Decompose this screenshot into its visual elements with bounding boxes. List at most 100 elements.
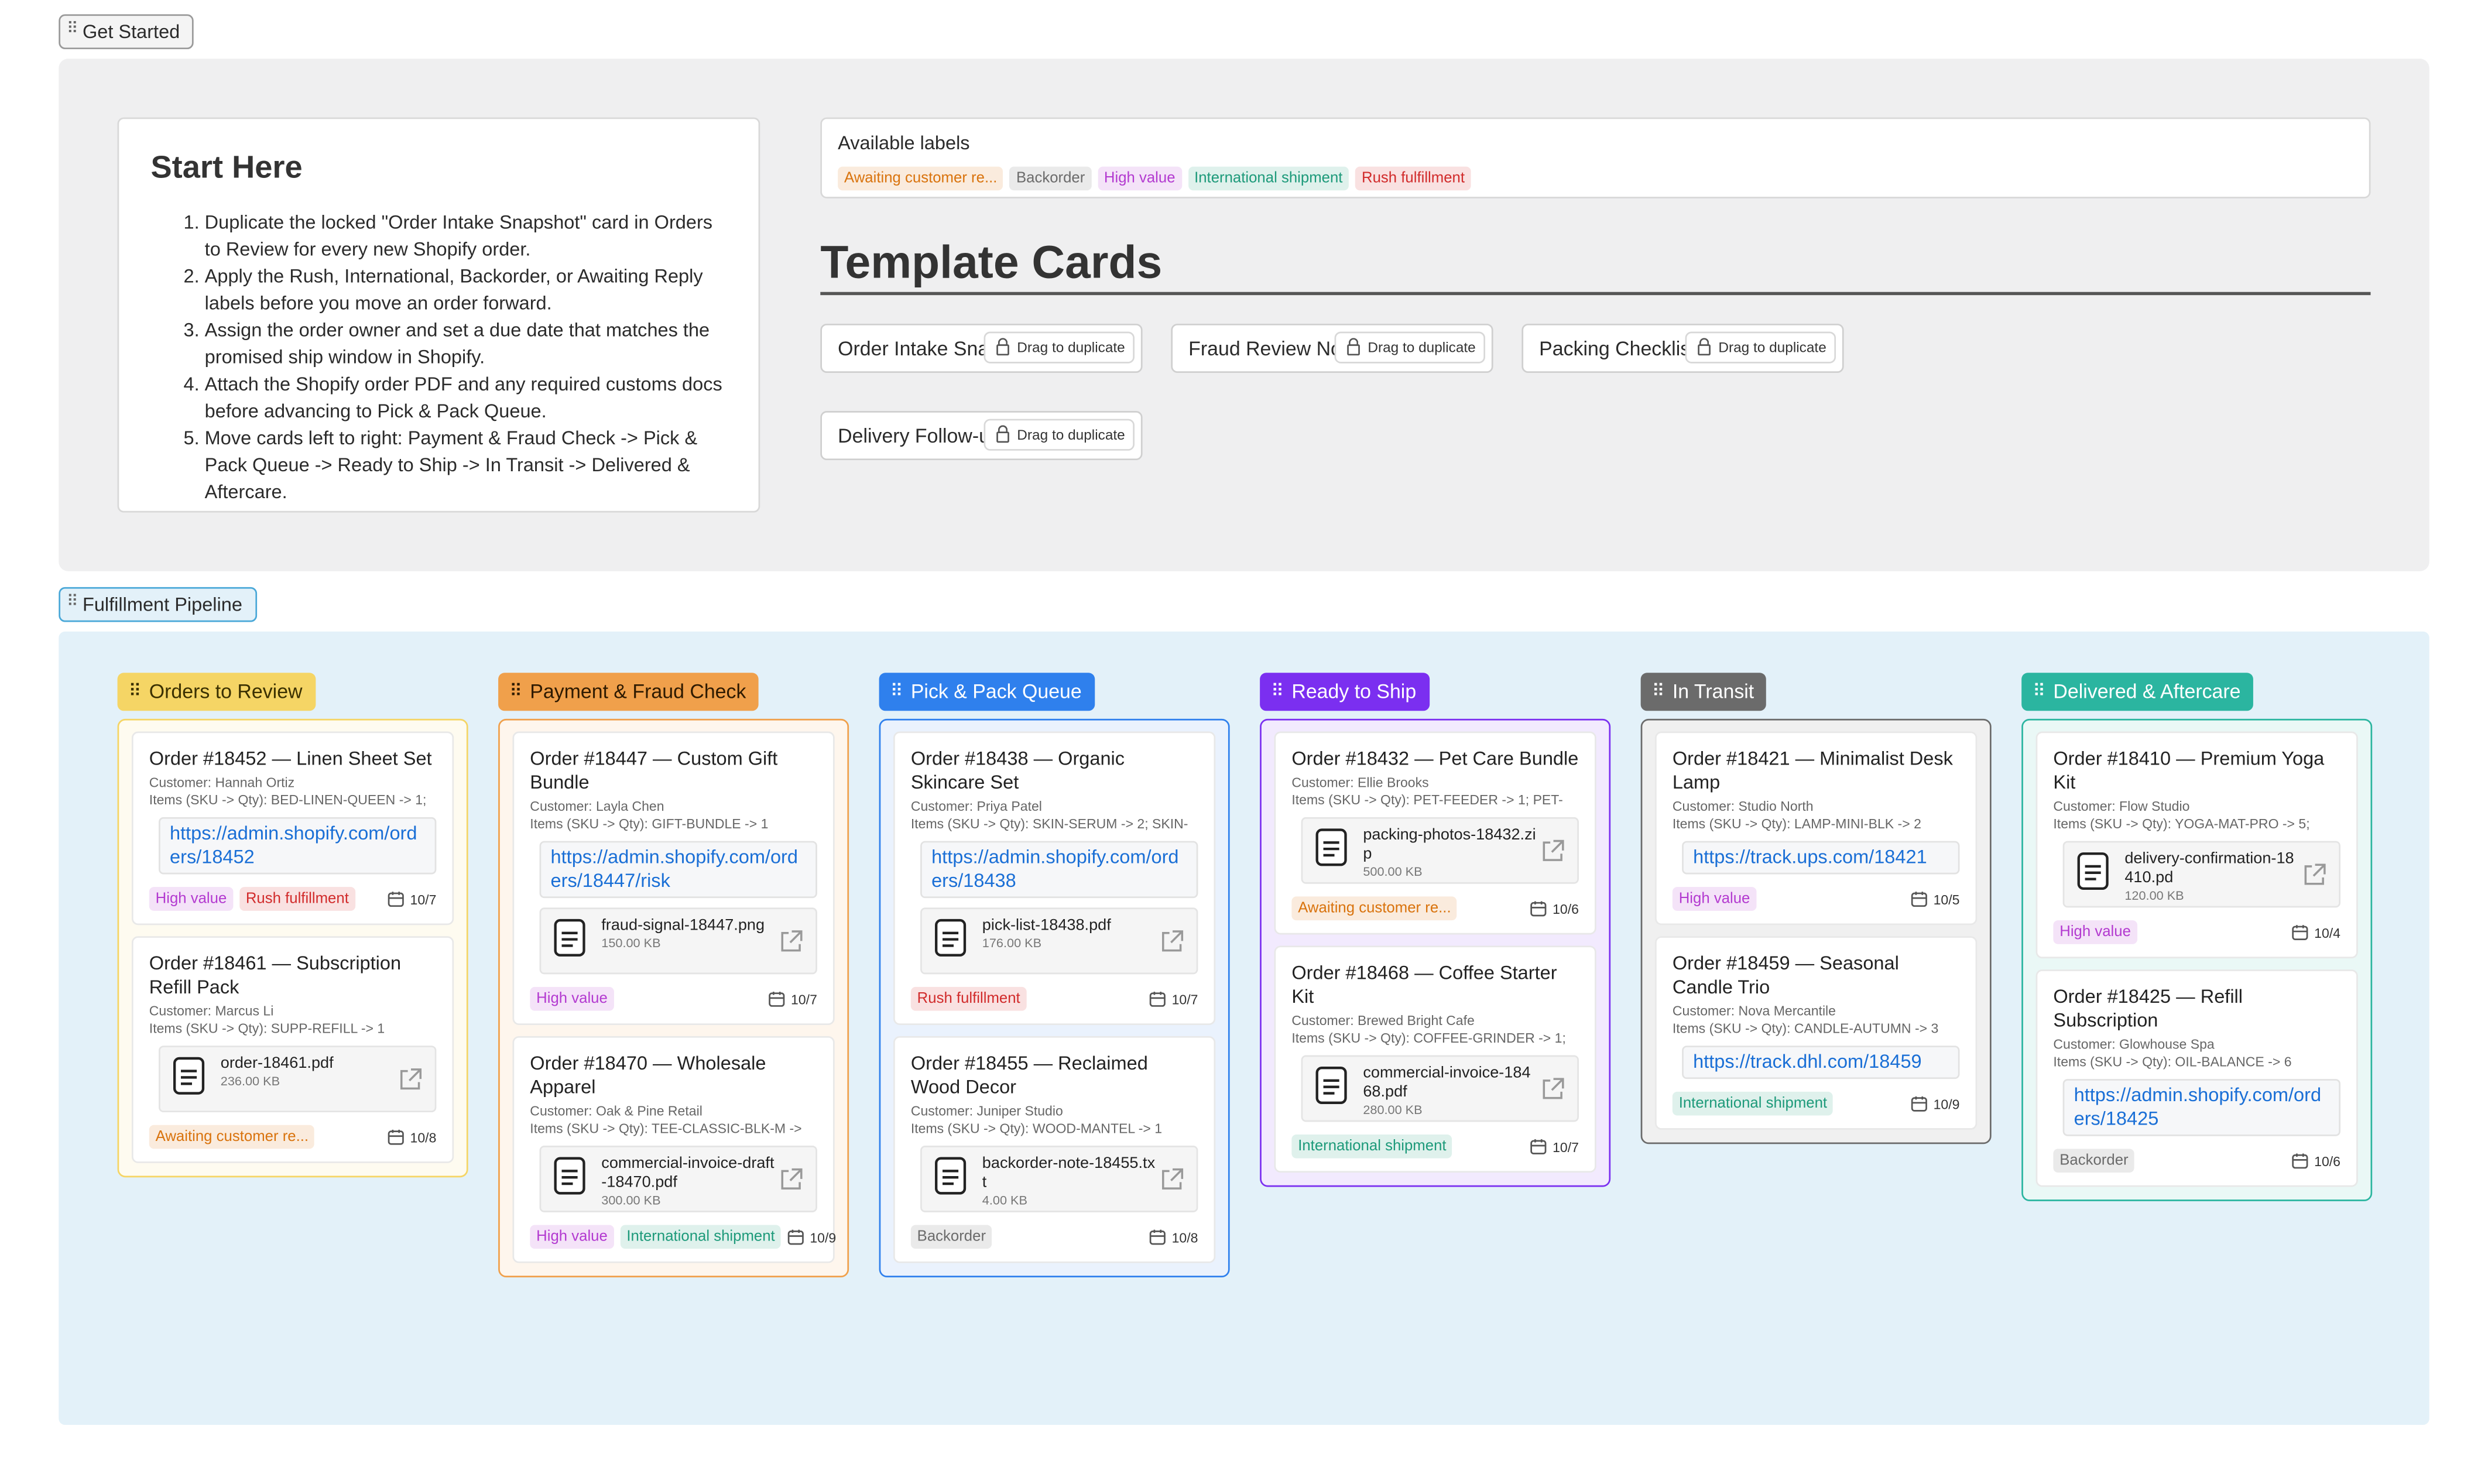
customer: Customer: Glowhouse Spa	[2053, 1036, 2215, 1053]
icon	[2292, 1153, 2309, 1169]
template-card[interactable]: Packing Checklis Drag to duplicate	[1521, 323, 1844, 373]
label-chip[interactable]: Rush fulfillment	[910, 986, 1027, 1011]
due-date[interactable]: 10/5	[1911, 890, 1959, 908]
due-date[interactable]: 10/7	[769, 990, 817, 1007]
card-title: Order #18461 — Subscription Refill Pack	[149, 952, 402, 998]
due-date[interactable]: 10/6	[1530, 900, 1579, 917]
column-header[interactable]: Delivered & Aftercare	[2021, 673, 2254, 711]
drag-badge[interactable]: Drag to duplicate	[1334, 331, 1486, 364]
attachment[interactable]: commercial-invoice-draft-18470.pdf 300.00…	[539, 1145, 817, 1212]
order-card[interactable]: Order #18421 — Minimalist Desk Lamp Custo…	[1655, 731, 1978, 926]
order-link[interactable]: https://admin.shopify.com/orders/18452	[159, 817, 437, 875]
attachment[interactable]: commercial-invoice-18468.pdf 280.00 KB	[1301, 1055, 1579, 1122]
icon	[1543, 839, 1564, 861]
file-name: delivery-confirmation-18410.pd	[2124, 850, 2294, 887]
file-name: commercial-invoice-18468.pdf	[1363, 1064, 1531, 1102]
order-card[interactable]: Order #18432 — Pet Care Bundle Customer: …	[1274, 731, 1596, 935]
order-link[interactable]: https://track.ups.com/18421	[1682, 841, 1960, 875]
label-chip[interactable]: Awaiting customer re...	[149, 1125, 315, 1149]
label-chip[interactable]: High value	[1098, 166, 1182, 191]
label-chip[interactable]: High value	[530, 986, 614, 1011]
step: Duplicate the locked "Order Intake Snaps…	[205, 210, 727, 263]
order-card[interactable]: Order #18425 — Refill Subscription Custom…	[2035, 969, 2358, 1187]
labels-row: Awaiting customer re... Backorder High val…	[838, 162, 2353, 191]
order-link[interactable]: https://admin.shopify.com/orders/18438	[920, 841, 1198, 899]
icon	[781, 930, 803, 952]
column-header[interactable]: Payment & Fraud Check	[498, 673, 759, 711]
drag-badge[interactable]: Drag to duplicate	[983, 419, 1135, 451]
card-title: Order #18468 — Coffee Starter Kit	[1291, 961, 1557, 1008]
template-card-title: Order Intake Sna	[838, 338, 989, 361]
order-card[interactable]: Order #18410 — Premium Yoga Kit Customer:…	[2035, 731, 2358, 959]
due-date[interactable]: 10/9	[787, 1228, 836, 1246]
items: Items (SKU -> Qty): BED-LINEN-QUEEN -> 1…	[149, 791, 427, 808]
label-chip[interactable]: Backorder	[2053, 1149, 2135, 1173]
label-chip[interactable]: Awaiting customer re...	[1291, 896, 1458, 921]
label-chip[interactable]: International shipment	[1188, 166, 1349, 191]
icon	[400, 1068, 422, 1090]
drag-badge[interactable]: Drag to duplicate	[1685, 331, 1836, 364]
due-date[interactable]: 10/4	[2292, 924, 2340, 941]
label-chip[interactable]: Rush fulfillment	[1355, 166, 1471, 191]
label-chip[interactable]: High value	[2053, 920, 2137, 944]
section-tag[interactable]: Fulfillment Pipeline	[59, 587, 257, 622]
order-card[interactable]: Order #18455 — Reclaimed Wood Decor Custo…	[893, 1036, 1216, 1263]
label-chip[interactable]: Backorder	[910, 1225, 992, 1249]
label-chip[interactable]: International shipment	[620, 1225, 782, 1249]
card-title: Order #18432 — Pet Care Bundle	[1291, 747, 1579, 770]
label-chip[interactable]: High value	[149, 887, 234, 911]
label-chip[interactable]: Awaiting customer re...	[838, 166, 1004, 191]
due-date[interactable]: 10/8	[1150, 1228, 1198, 1246]
due-date[interactable]: 10/9	[1911, 1095, 1959, 1112]
column-header[interactable]: Pick & Pack Queue	[879, 673, 1095, 711]
order-card[interactable]: Order #18470 — Wholesale Apparel Customer…	[512, 1036, 836, 1263]
attachment[interactable]: backorder-note-18455.txt 4.00 KB	[920, 1145, 1198, 1212]
column-header[interactable]: Ready to Ship	[1260, 673, 1429, 711]
attachment[interactable]: pick-list-18438.pdf 176.00 KB	[920, 907, 1198, 975]
icon	[935, 918, 967, 957]
due-text: 10/7	[1171, 991, 1198, 1007]
template-card[interactable]: Order Intake Sna Drag to duplicate	[820, 323, 1143, 373]
order-link[interactable]: https://admin.shopify.com/orders/18447/r…	[539, 841, 817, 899]
file-name: backorder-note-18455.txt	[982, 1155, 1156, 1192]
start-here-card[interactable]: Start Here Duplicate the locked "Order I…	[117, 117, 760, 513]
order-card[interactable]: Order #18447 — Custom Gift Bundle Custome…	[512, 731, 835, 1025]
template-card[interactable]: Delivery Follow-u Drag to duplicate	[820, 411, 1143, 461]
label-chip[interactable]: International shipment	[1291, 1135, 1453, 1159]
due-date[interactable]: 10/7	[1150, 990, 1198, 1007]
order-link[interactable]: https://track.dhl.com/18459	[1682, 1046, 1960, 1079]
due-date[interactable]: 10/6	[2292, 1152, 2340, 1170]
drag-badge[interactable]: Drag to duplicate	[983, 331, 1135, 364]
attachment[interactable]: order-18461.pdf 236.00 KB	[159, 1046, 437, 1113]
label-chip[interactable]: High value	[530, 1225, 614, 1249]
step: Assign the order owner and set a due dat…	[205, 317, 727, 371]
column-header[interactable]: Orders to Review	[117, 673, 316, 711]
order-card[interactable]: Order #18468 — Coffee Starter Kit Custome…	[1274, 945, 1596, 1173]
attachment[interactable]: fraud-signal-18447.png 150.00 KB	[539, 907, 817, 975]
order-link[interactable]: https://admin.shopify.com/orders/18425	[2062, 1079, 2340, 1136]
order-card[interactable]: Order #18461 — Subscription Refill Pack C…	[131, 936, 454, 1163]
icon	[554, 1157, 585, 1195]
label-chip[interactable]: International shipment	[1672, 1091, 1834, 1116]
column: Order #18452 — Linen Sheet Set Customer: …	[117, 718, 468, 1178]
items: Items (SKU -> Qty): LAMP-MINI-BLK -> 2	[1672, 815, 1921, 832]
due-text: 10/6	[2314, 1153, 2340, 1169]
step: Attach the Shopify order PDF and any req…	[205, 371, 727, 425]
card-footer: High value 10/7	[530, 986, 817, 1011]
column-header[interactable]: In Transit	[1640, 673, 1767, 711]
order-card[interactable]: Order #18438 — Organic Skincare Set Custo…	[893, 731, 1216, 1025]
label-chip[interactable]: Rush fulfillment	[239, 887, 355, 911]
attachment[interactable]: delivery-confirmation-18410.pd 120.00 KB	[2062, 841, 2340, 908]
label-chip[interactable]: Backorder	[1010, 166, 1092, 191]
order-card[interactable]: Order #18459 — Seasonal Candle Trio Custo…	[1655, 936, 1978, 1130]
template-card[interactable]: Fraud Review No Drag to duplicate	[1171, 323, 1493, 373]
order-card[interactable]: Order #18452 — Linen Sheet Set Customer: …	[131, 731, 454, 926]
section-tag[interactable]: Get Started	[59, 14, 194, 50]
due-date[interactable]: 10/7	[388, 890, 436, 908]
due-text: 10/4	[2314, 924, 2340, 940]
icon	[173, 1057, 205, 1095]
label-chip[interactable]: High value	[1672, 887, 1757, 911]
due-date[interactable]: 10/7	[1530, 1137, 1579, 1155]
due-date[interactable]: 10/8	[388, 1128, 436, 1146]
attachment[interactable]: packing-photos-18432.zip 500.00 KB	[1301, 817, 1579, 884]
